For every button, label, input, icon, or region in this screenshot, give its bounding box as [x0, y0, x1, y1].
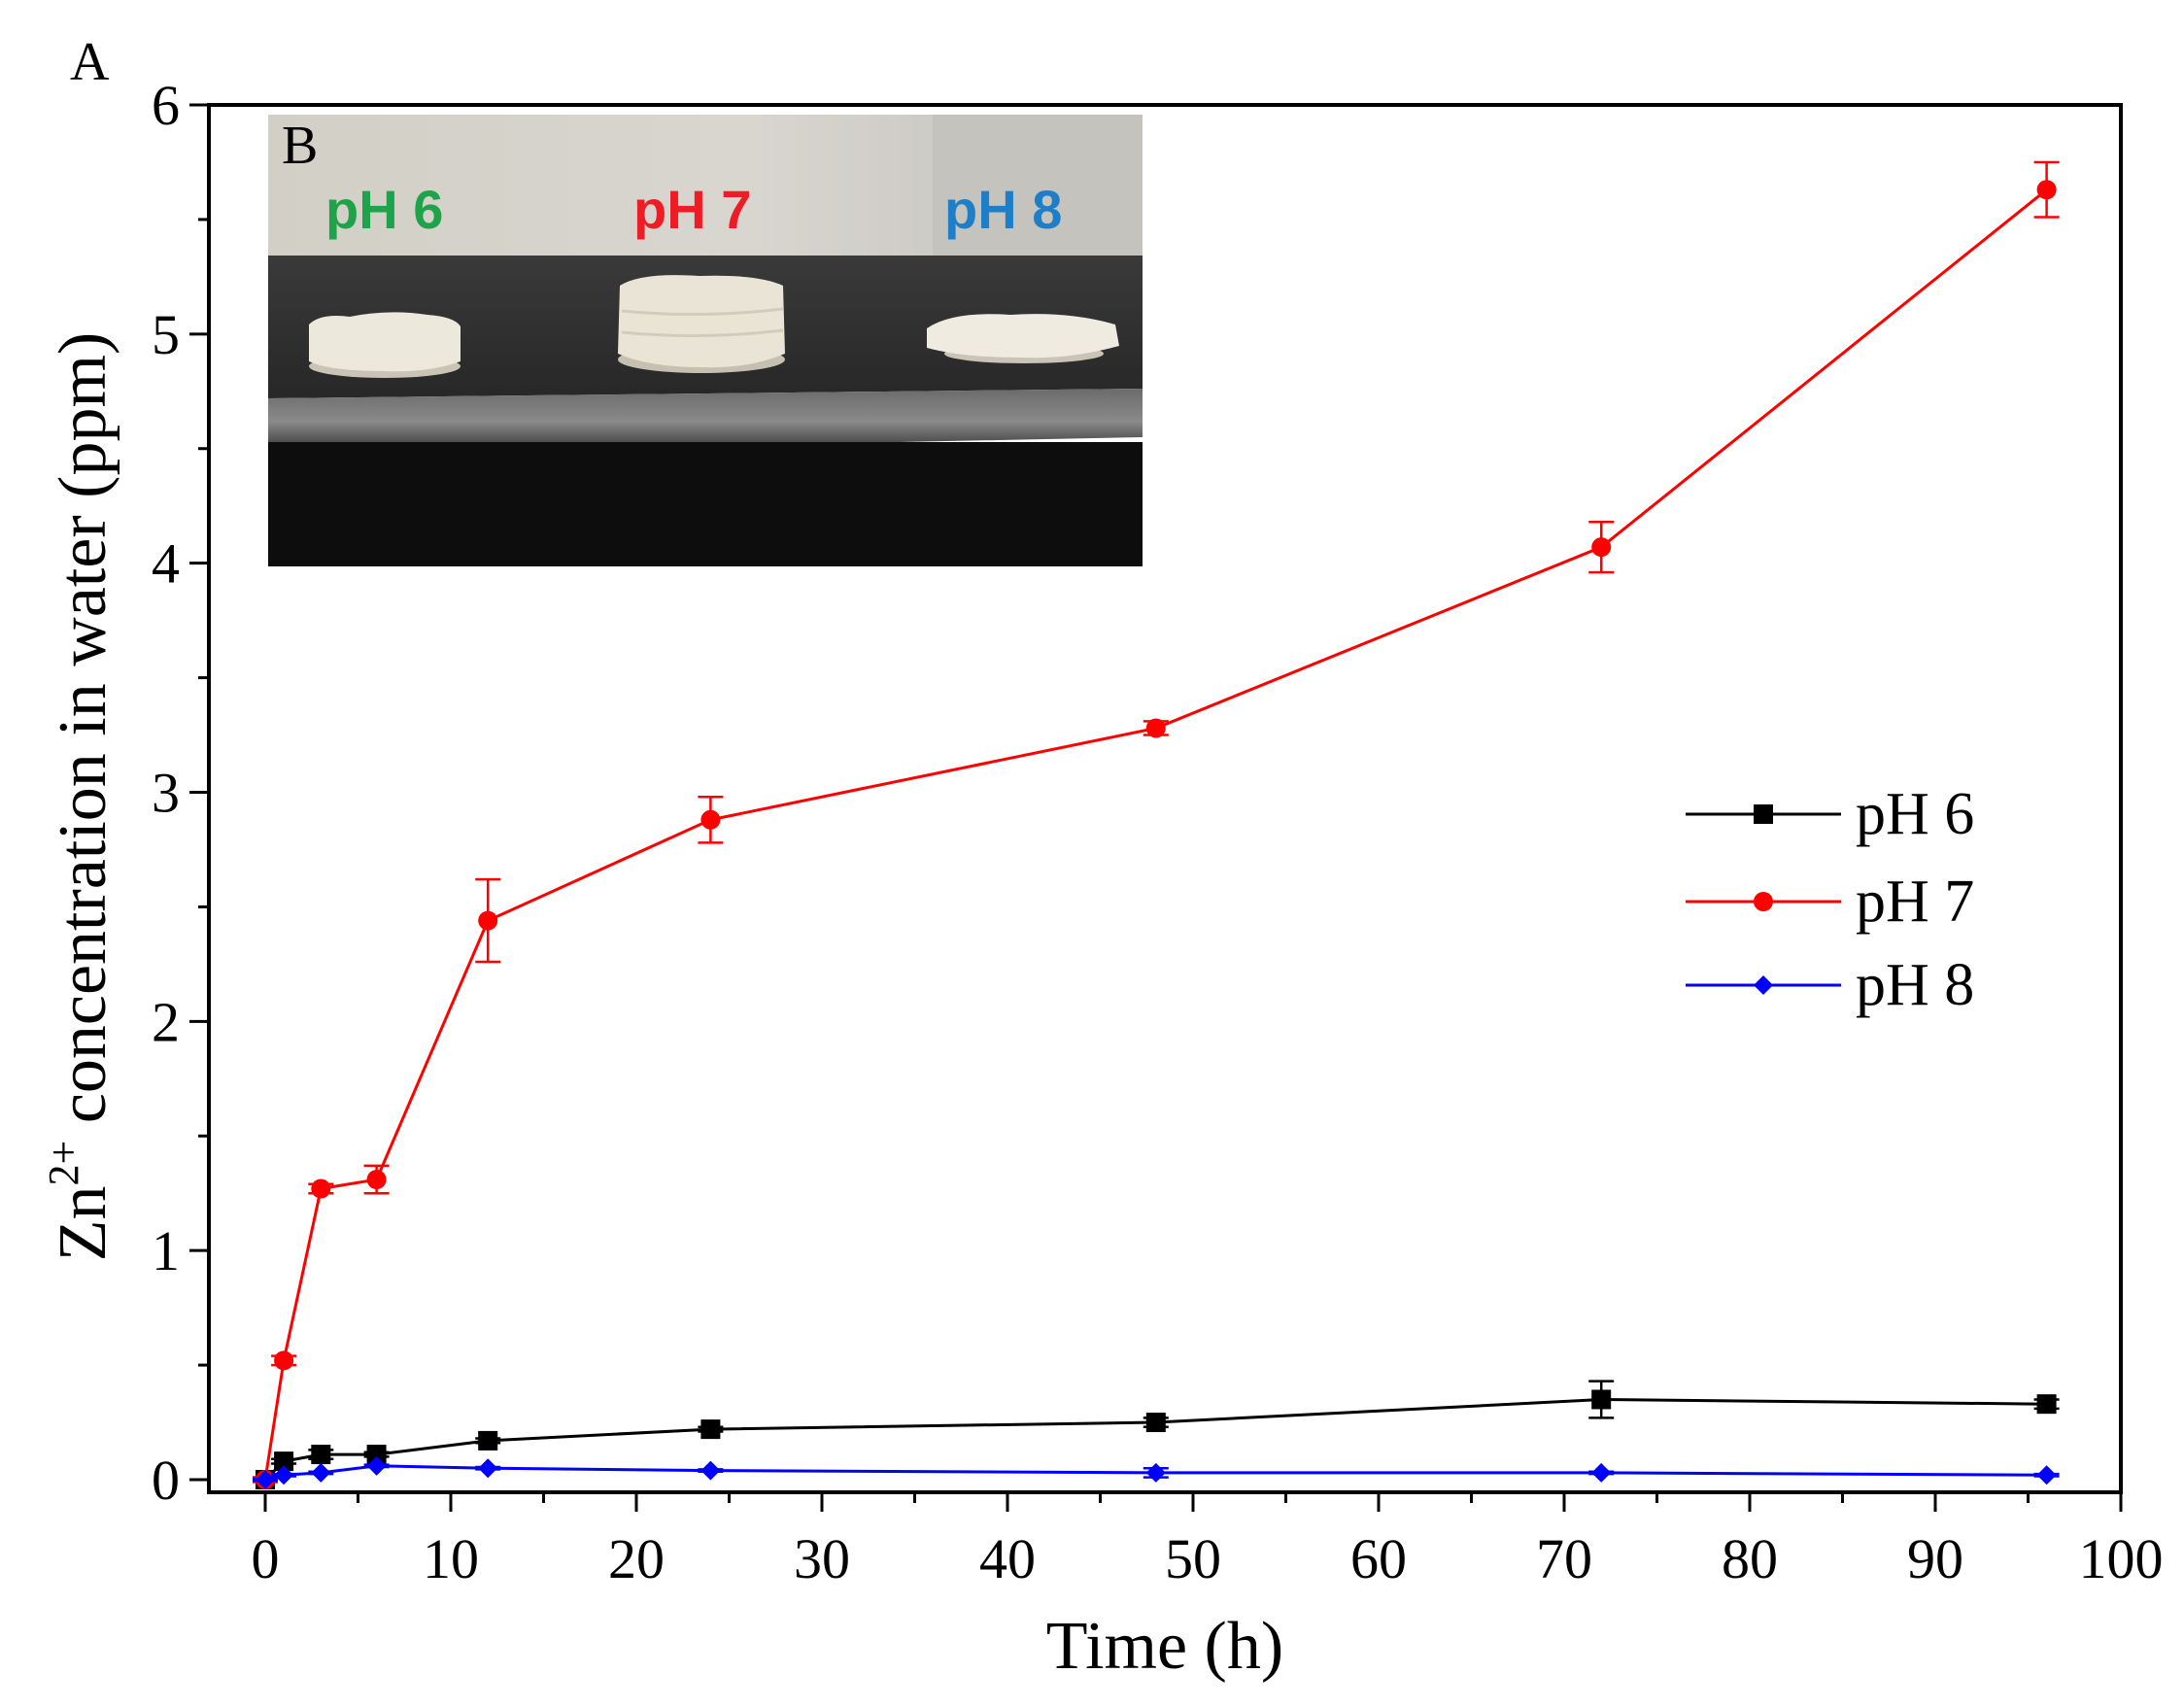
data-point-ph8	[1145, 1462, 1166, 1483]
data-point-ph7	[366, 1170, 387, 1190]
x-tick-label: 60	[1350, 1527, 1407, 1590]
plot-frame	[207, 103, 2123, 1494]
legend-label-ph7: pH 7	[1856, 869, 1974, 935]
y-tick-label: 0	[152, 1449, 180, 1512]
x-tick-label: 80	[1722, 1527, 1778, 1590]
panel-label-main: A	[70, 32, 110, 92]
series-ph8	[253, 1455, 2060, 1489]
inset-photo: B pH 6 pH 7 pH 8	[268, 115, 1143, 566]
data-point-ph8	[366, 1455, 387, 1476]
data-point-ph6	[1591, 1389, 1612, 1410]
panel-label-inset: B	[282, 116, 318, 176]
data-point-ph6	[478, 1430, 498, 1451]
inset-bench-front	[268, 442, 1143, 566]
data-point-ph7	[700, 809, 721, 830]
data-point-ph8	[256, 1470, 275, 1489]
x-tick-label: 10	[423, 1527, 479, 1590]
x-axis-title: Time (h)	[1046, 1609, 1283, 1684]
data-point-ph7	[478, 910, 498, 931]
data-point-ph8	[700, 1460, 721, 1481]
legend-label-ph8: pH 8	[1856, 952, 1974, 1018]
y-tick-label: 2	[152, 990, 180, 1053]
legend-marker-ph8	[1754, 975, 1773, 995]
legend: pH 6 pH 7 pH 8	[1686, 781, 1974, 1018]
axis-ticks: 0 10 20 30 40 50 60 70 80 90 100 0 1 2 3 4 5 6	[152, 74, 2164, 1590]
series-ph6	[253, 1380, 2060, 1489]
x-tick-label: 20	[608, 1527, 665, 1590]
y-axis-title-rest: concentration in water (ppm)	[46, 332, 120, 1141]
x-tick-label: 70	[1536, 1527, 1592, 1590]
data-point-ph6	[1145, 1413, 1166, 1433]
inset-label-ph8: pH 8	[944, 179, 1062, 240]
data-point-ph6	[366, 1445, 387, 1465]
series-layer	[253, 160, 2060, 1489]
data-point-ph7	[311, 1178, 331, 1199]
inset-label-ph6: pH 6	[325, 179, 443, 240]
y-axis-title-main: Zn	[46, 1185, 120, 1261]
inset-wall-panel	[933, 115, 1143, 256]
data-point-ph8	[274, 1465, 294, 1485]
legend-marker-ph6	[1754, 804, 1773, 824]
data-point-ph7	[274, 1350, 294, 1371]
legend-label-ph6: pH 6	[1856, 781, 1974, 847]
inset-bench-edge	[268, 389, 1143, 455]
data-point-ph6	[2036, 1394, 2057, 1415]
y-tick-label: 1	[152, 1219, 180, 1282]
y-tick-label: 3	[152, 762, 180, 825]
data-point-ph8	[1591, 1462, 1612, 1483]
y-tick-label: 4	[152, 532, 180, 596]
data-point-ph6	[274, 1451, 294, 1472]
y-tick-label: 5	[152, 303, 180, 366]
data-point-ph7	[2036, 180, 2057, 200]
data-point-ph8	[311, 1462, 331, 1483]
x-tick-label: 40	[979, 1527, 1036, 1590]
y-axis-title: Zn2+ concentration in water (ppm)	[40, 332, 120, 1262]
sample-ph6	[309, 312, 461, 378]
data-point-ph6	[311, 1445, 331, 1465]
legend-marker-ph7	[1754, 892, 1773, 911]
y-tick-label: 6	[152, 74, 180, 137]
sample-ph7	[618, 275, 785, 373]
y-axis-title-sup: 2+	[40, 1141, 87, 1186]
data-point-ph8	[2036, 1465, 2057, 1485]
x-tick-label: 0	[252, 1527, 280, 1590]
x-tick-label: 100	[2079, 1527, 2164, 1590]
data-point-ph8	[478, 1458, 498, 1479]
x-tick-label: 30	[794, 1527, 850, 1590]
data-point-ph7	[1591, 537, 1612, 558]
x-tick-label: 50	[1165, 1527, 1221, 1590]
inset-label-ph7: pH 7	[633, 179, 751, 240]
x-tick-label: 90	[1907, 1527, 1963, 1590]
sample-ph8	[927, 314, 1119, 363]
data-point-ph7	[1145, 718, 1166, 738]
data-point-ph6	[700, 1419, 721, 1440]
